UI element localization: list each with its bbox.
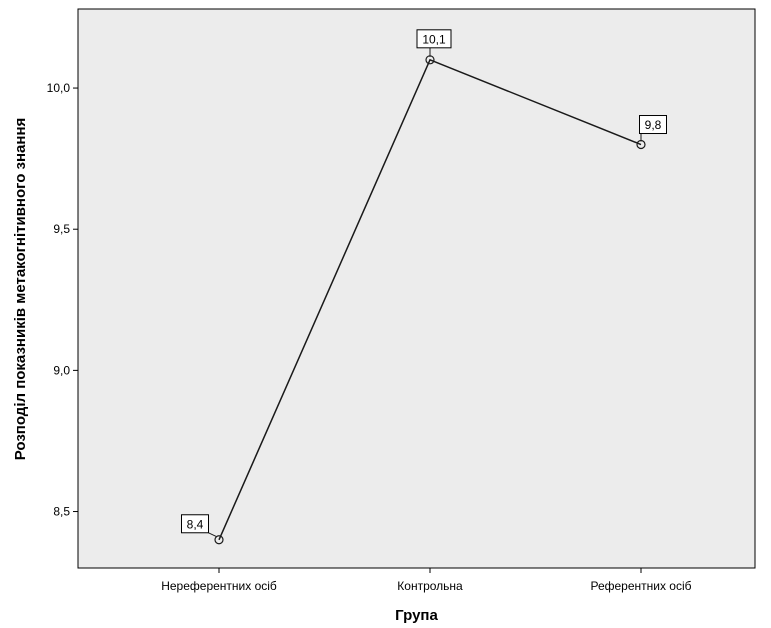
data-label-leader bbox=[208, 532, 218, 538]
x-axis-title: Група bbox=[395, 607, 438, 624]
data-label: 9,8 bbox=[645, 118, 662, 132]
y-tick-label: 9,5 bbox=[53, 222, 70, 236]
y-tick-label: 10,0 bbox=[47, 81, 71, 95]
y-axis-title: Розподіл показників метакогнітивного зна… bbox=[12, 118, 29, 461]
data-label-box bbox=[639, 115, 667, 135]
x-tick-label: Нереферентних осіб bbox=[161, 579, 277, 593]
x-axis-ticks: Нереферентних осіб Контрольна Референтних … bbox=[161, 568, 692, 593]
data-label: 10,1 bbox=[422, 32, 446, 46]
y-tick-label: 8,5 bbox=[53, 505, 70, 519]
series-line bbox=[218, 58, 642, 541]
x-tick-label: Референтних осіб bbox=[590, 579, 691, 593]
data-label: 8,4 bbox=[187, 517, 204, 531]
plot-area bbox=[77, 8, 756, 569]
data-labels: 8,4 10,1 9,8 bbox=[181, 29, 667, 538]
y-axis-ticks: 8,5 9,0 9,5 10,0 bbox=[47, 81, 78, 519]
data-point bbox=[214, 535, 224, 545]
x-tick-label: Контрольна bbox=[397, 579, 463, 593]
data-label-box bbox=[181, 514, 209, 534]
data-label-box bbox=[416, 29, 452, 49]
y-tick-label: 9,0 bbox=[53, 363, 70, 377]
